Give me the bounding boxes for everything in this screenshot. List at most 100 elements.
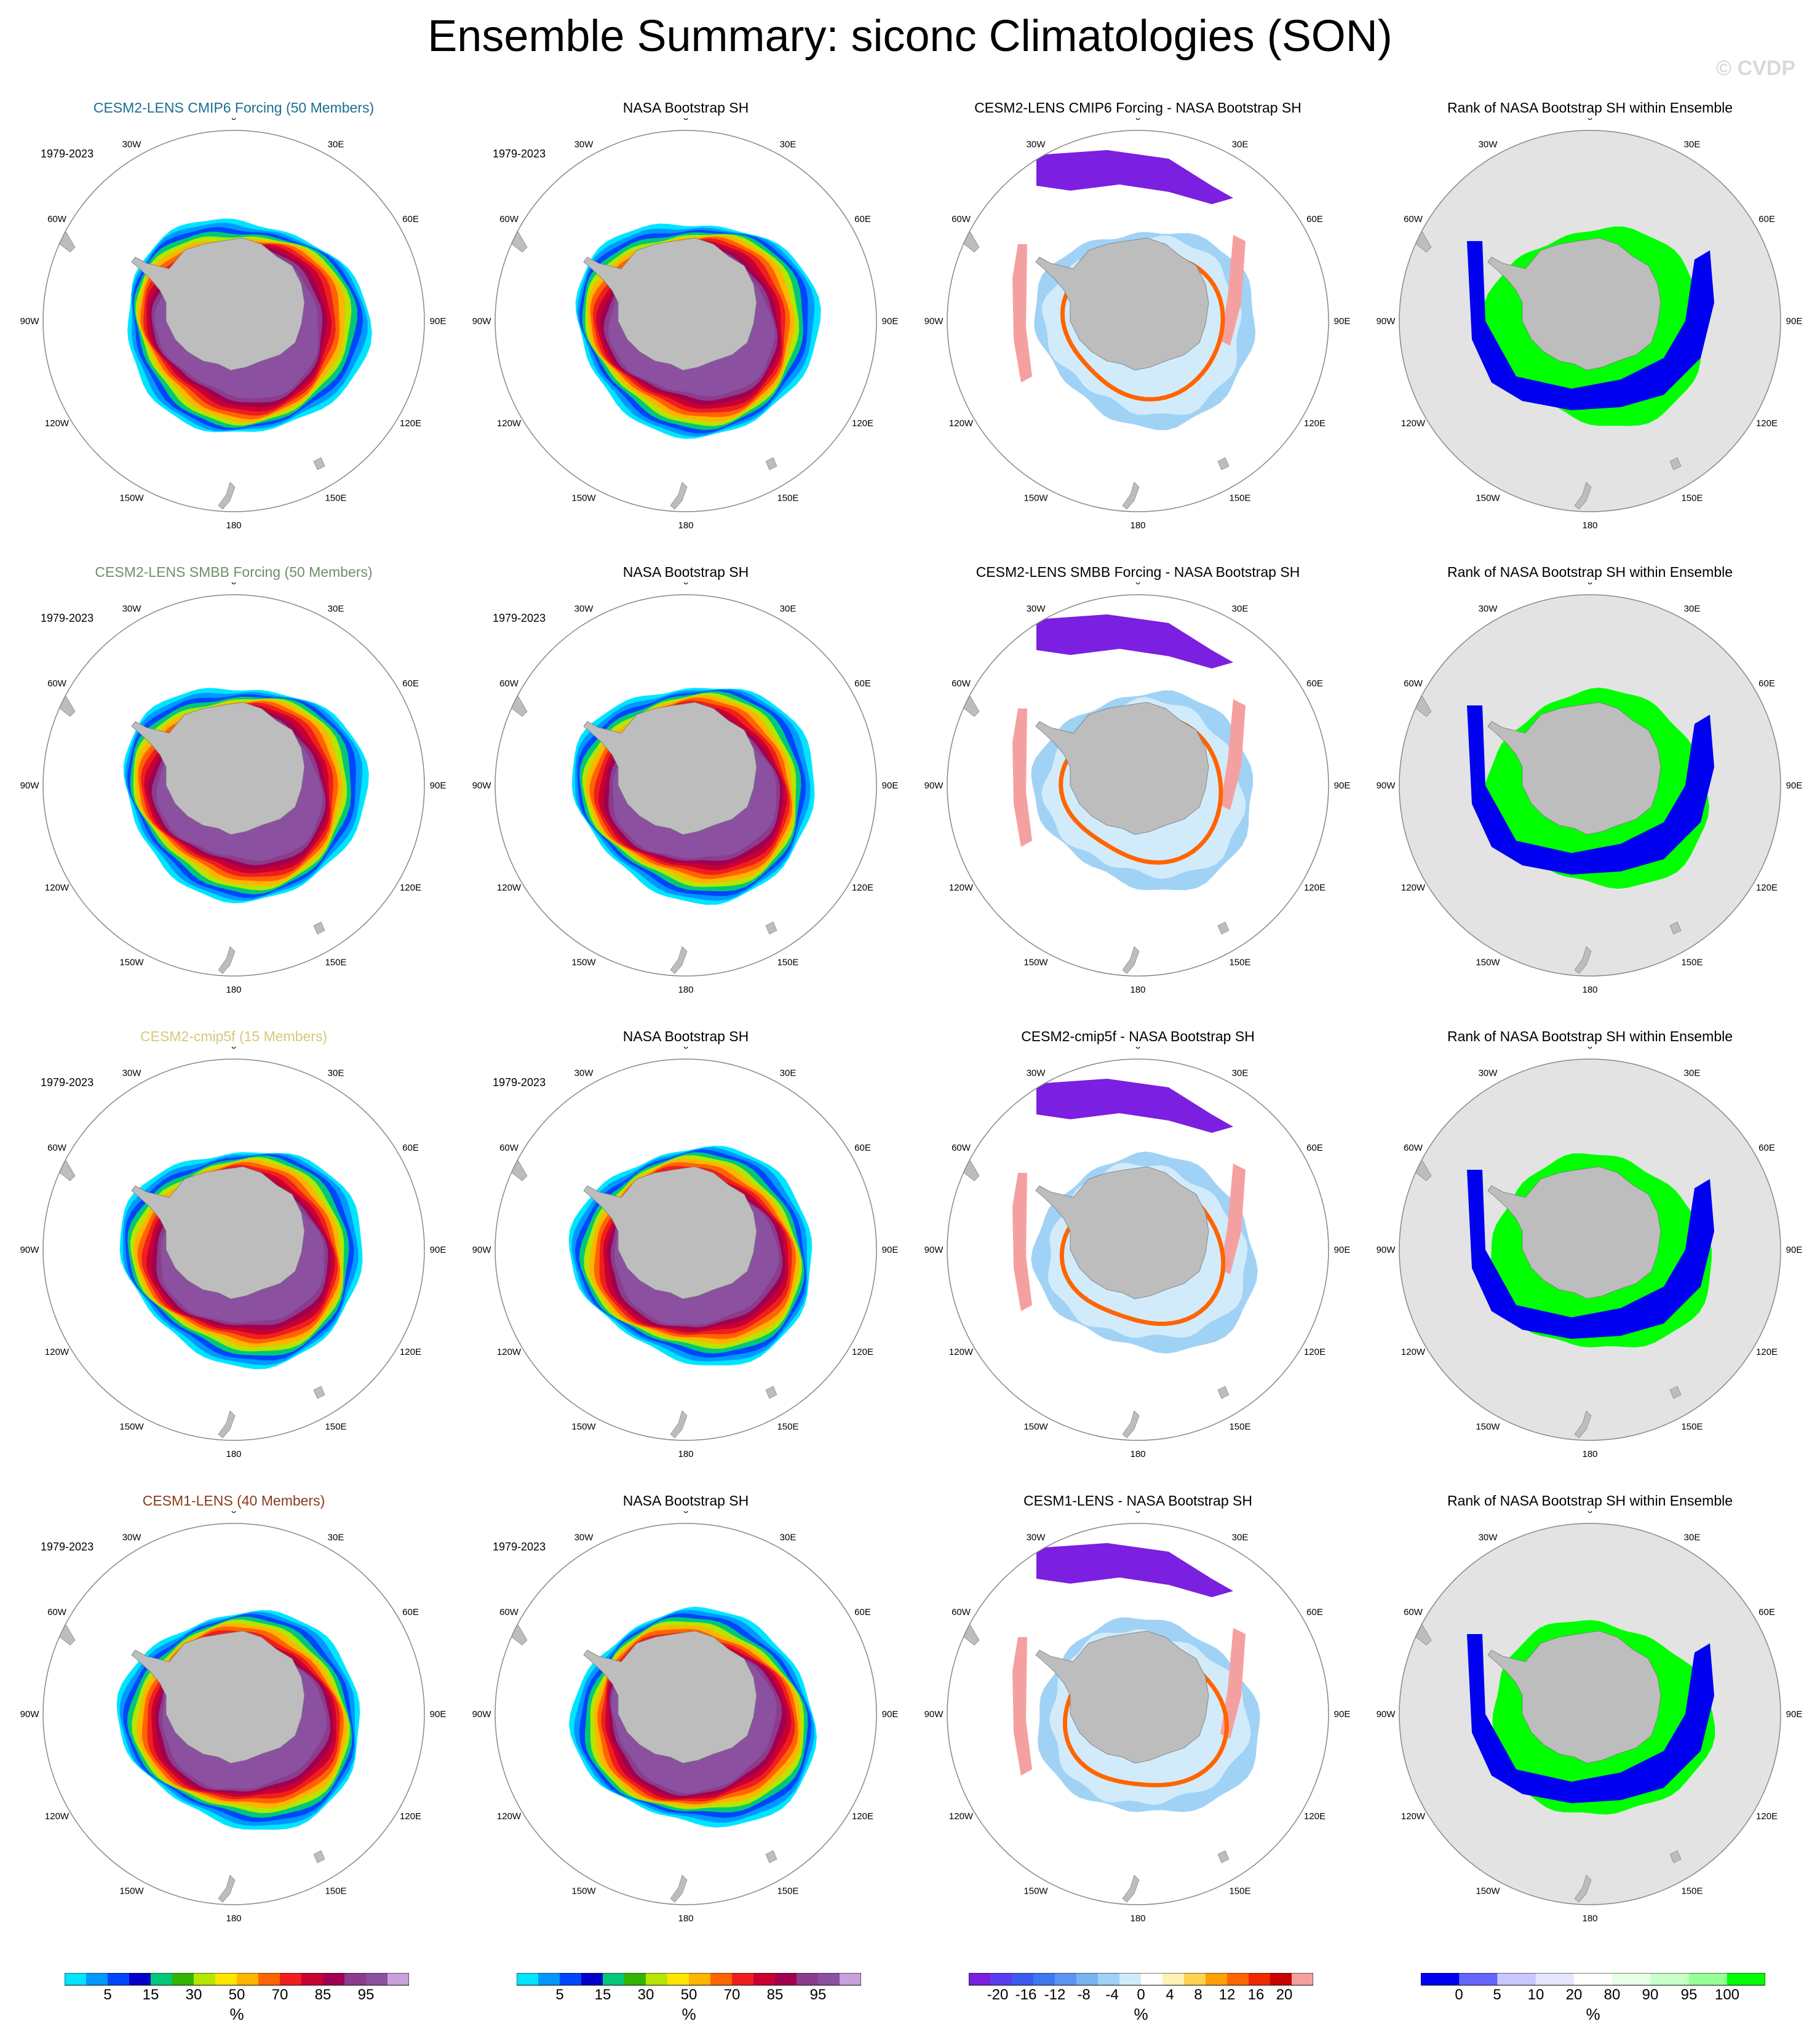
antarctica-land bbox=[1487, 237, 1661, 371]
lon-label-0: 0 bbox=[683, 582, 688, 587]
lon-label-90e: 90E bbox=[1334, 780, 1351, 791]
lon-label-60w: 60W bbox=[499, 1143, 519, 1153]
lon-label-90e: 90E bbox=[430, 1245, 447, 1255]
lon-label-120w: 120W bbox=[1401, 1811, 1426, 1822]
diff-positive-region-west bbox=[1012, 1637, 1032, 1776]
colorbar-swatch bbox=[1249, 1973, 1271, 1985]
lon-label-150w: 150W bbox=[1023, 1886, 1048, 1897]
lon-label-120w: 120W bbox=[45, 883, 70, 893]
map-field bbox=[495, 223, 821, 510]
lon-label-150w: 150W bbox=[1476, 1886, 1500, 1897]
lon-label-150w: 150W bbox=[1023, 493, 1048, 504]
lon-label-30w: 30W bbox=[1479, 140, 1498, 150]
colorbar-swatch bbox=[818, 1973, 840, 1985]
lon-label-90e: 90E bbox=[1786, 316, 1803, 327]
lon-label-30w: 30W bbox=[1479, 1533, 1498, 1543]
lon-label-90w: 90W bbox=[924, 1245, 944, 1255]
colorbar-swatch bbox=[538, 1973, 560, 1985]
colorbar-swatch bbox=[1184, 1973, 1206, 1985]
colorbar-swatch bbox=[129, 1973, 151, 1985]
antarctica-land bbox=[583, 237, 757, 371]
lon-label-30e: 30E bbox=[780, 140, 797, 150]
lon-label-150w: 150W bbox=[119, 1886, 144, 1897]
colorbar-swatch bbox=[237, 1973, 259, 1985]
colorbar-1: 5 15 30 50 70 85 95% bbox=[64, 1972, 410, 2023]
colorbar-swatch bbox=[667, 1973, 689, 1985]
lon-label-30w: 30W bbox=[1479, 604, 1498, 614]
colorbar-tick-label: 100 bbox=[1714, 1986, 1740, 2003]
colorbar-swatch bbox=[1141, 1973, 1163, 1985]
colorbar-tick-label: 0 bbox=[1137, 1986, 1145, 2003]
lon-label-180: 180 bbox=[1582, 1449, 1597, 1459]
lon-label-180: 180 bbox=[678, 1913, 693, 1924]
lon-label-30w: 30W bbox=[1479, 1068, 1498, 1079]
colorbar-tick-label: 20 bbox=[1276, 1986, 1293, 2003]
lon-label-0: 0 bbox=[231, 1047, 236, 1051]
colorbar-tick-label: 70 bbox=[723, 1986, 741, 2003]
panel-r2-rank: Rank of NASA Bootstrap SH within Ensembl… bbox=[1375, 564, 1805, 1019]
lon-label-150e: 150E bbox=[1681, 493, 1703, 504]
lon-label-120e: 120E bbox=[1304, 883, 1325, 893]
panel-r3-diff: CESM2-cmip5f - NASA Bootstrap SH 0 30E 60E 9… bbox=[923, 1028, 1353, 1483]
panel-r3-obs: NASA Bootstrap SH 1979-2023 0 30E 60E 90E 120E… bbox=[471, 1028, 901, 1483]
lon-label-120w: 120W bbox=[45, 1347, 70, 1357]
colorbar-tick-label: 90 bbox=[1642, 1986, 1659, 2003]
lon-label-120w: 120W bbox=[45, 1811, 70, 1822]
lon-label-120e: 120E bbox=[1756, 883, 1778, 893]
panel-r1-clim: CESM2-LENS CMIP6 Forcing (50 Members) 197… bbox=[18, 100, 449, 555]
lon-label-180: 180 bbox=[226, 1913, 241, 1924]
lon-label-90w: 90W bbox=[924, 316, 944, 327]
panel-title: CESM1-LENS (40 Members) bbox=[142, 1493, 325, 1509]
map-boundary bbox=[1399, 594, 1781, 977]
rank-low-region bbox=[1467, 705, 1714, 875]
colorbar-swatch bbox=[624, 1973, 646, 1985]
panel-r1-rank: Rank of NASA Bootstrap SH within Ensembl… bbox=[1375, 100, 1805, 555]
period-label: 1979-2023 bbox=[41, 612, 94, 624]
lon-label-180: 180 bbox=[1130, 1449, 1145, 1459]
colorbar-swatch bbox=[1727, 1973, 1766, 1985]
lon-label-0: 0 bbox=[1588, 1511, 1592, 1515]
lon-label-120w: 120W bbox=[1401, 418, 1426, 429]
watermark: © CVDP bbox=[1716, 57, 1795, 80]
lon-label-150w: 150W bbox=[571, 958, 596, 968]
lon-label-120e: 120E bbox=[400, 1347, 421, 1357]
lon-label-180: 180 bbox=[678, 520, 693, 531]
lon-label-60e: 60E bbox=[402, 214, 419, 224]
lon-label-60w: 60W bbox=[952, 1143, 971, 1153]
colorbar-swatch bbox=[689, 1973, 711, 1985]
lon-label-90e: 90E bbox=[1334, 1709, 1351, 1720]
lon-label-0: 0 bbox=[231, 118, 236, 122]
tasmania-land bbox=[765, 1386, 777, 1399]
antarctica-land bbox=[131, 237, 305, 371]
tasmania-land bbox=[313, 1386, 325, 1399]
lon-label-90w: 90W bbox=[20, 780, 40, 791]
lon-label-60e: 60E bbox=[402, 1143, 419, 1153]
lon-label-180: 180 bbox=[1130, 1913, 1145, 1924]
antarctica-land bbox=[1035, 1630, 1209, 1764]
lon-label-120e: 120E bbox=[852, 1811, 873, 1822]
tasmania-land bbox=[1669, 921, 1682, 935]
diff-negative-region bbox=[1036, 1079, 1233, 1133]
colorbar-swatch bbox=[581, 1973, 603, 1985]
lon-label-120e: 120E bbox=[1304, 418, 1325, 429]
lon-label-120w: 120W bbox=[949, 1811, 974, 1822]
tasmania-land bbox=[313, 921, 325, 935]
lon-label-30w: 30W bbox=[1027, 604, 1046, 614]
panel-r1-obs: NASA Bootstrap SH 1979-2023 0 30E 60E 90E 120E… bbox=[471, 100, 901, 555]
lon-label-60e: 60E bbox=[1306, 214, 1323, 224]
colorbar-swatch bbox=[387, 1973, 410, 1985]
panel-title: CESM2-cmip5f - NASA Bootstrap SH bbox=[1021, 1028, 1255, 1044]
colorbar-swatches bbox=[516, 1972, 862, 1986]
colorbar-swatch bbox=[560, 1973, 582, 1985]
tasmania-land bbox=[1669, 1850, 1682, 1863]
lon-label-150w: 150W bbox=[1476, 958, 1500, 968]
new-zealand-land bbox=[1574, 482, 1592, 510]
lon-label-0: 0 bbox=[1135, 1047, 1140, 1051]
diff-negative-region bbox=[1036, 614, 1233, 669]
rank-low-region bbox=[1467, 241, 1714, 410]
colorbar-swatch bbox=[1206, 1973, 1228, 1985]
tasmania-land bbox=[765, 1850, 777, 1863]
lon-label-60e: 60E bbox=[1758, 678, 1775, 689]
lon-label-150w: 150W bbox=[1023, 1422, 1048, 1432]
diff-positive-region-east bbox=[1220, 699, 1246, 810]
